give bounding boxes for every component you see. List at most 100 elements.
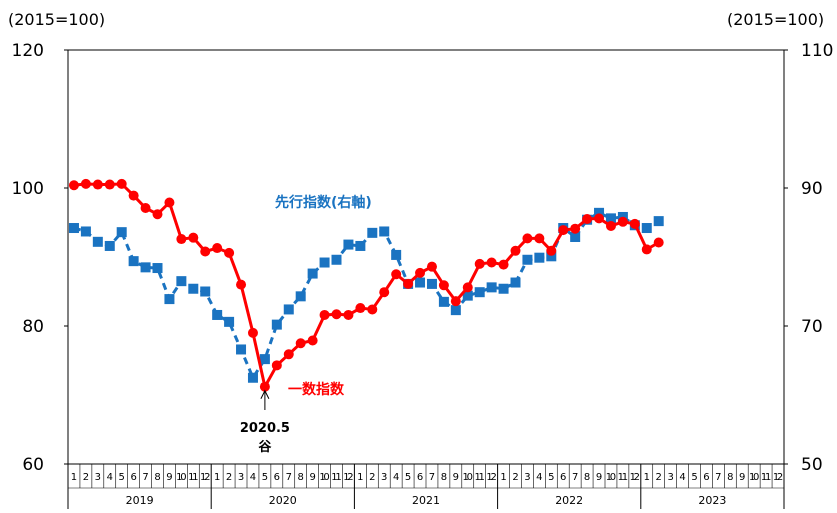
- leading-point: [92, 236, 103, 247]
- coincident-point: [558, 225, 569, 236]
- month-tick-label: 1: [357, 472, 363, 483]
- month-tick-label: 1: [500, 472, 506, 483]
- leading-point: [152, 263, 163, 274]
- coincident-point: [641, 244, 652, 255]
- coincident-series-label: 一数指数: [288, 381, 345, 398]
- month-tick-label: 12: [486, 472, 496, 483]
- coincident-point: [68, 180, 79, 191]
- coincident-point: [426, 261, 437, 272]
- leading-point: [331, 254, 342, 265]
- leading-point: [212, 309, 223, 320]
- month-tick-label: 12: [200, 472, 210, 483]
- month-tick-label: 9: [166, 472, 172, 483]
- coincident-point: [283, 349, 294, 360]
- leading-point: [247, 372, 258, 383]
- coincident-point: [498, 259, 509, 270]
- leading-point: [80, 226, 91, 237]
- right-tick-label: 90: [801, 179, 823, 199]
- month-tick-label: 10: [176, 472, 186, 483]
- coincident-point: [307, 335, 318, 346]
- coincident-point: [629, 218, 640, 229]
- leading-point: [498, 283, 509, 294]
- leading-point: [236, 344, 247, 355]
- month-tick-label: 6: [417, 472, 423, 483]
- trough-label: 谷: [258, 439, 272, 455]
- month-tick-label: 7: [142, 472, 148, 483]
- coincident-point: [224, 247, 235, 258]
- coincident-point: [462, 282, 473, 293]
- leading-point: [140, 262, 151, 273]
- leading-point: [259, 354, 270, 365]
- month-tick-label: 1: [214, 472, 220, 483]
- x-axis: 1 2 3 4 5 6 7 8 9 10 11 12 1 2 3 4 5 6 7 8 9 10 11 12 1 2 3 4 5 6 7 8 9 1…: [67, 464, 785, 509]
- leading-point: [534, 252, 545, 263]
- month-tick-label: 2: [226, 472, 232, 483]
- leading-point: [68, 223, 79, 234]
- coincident-point: [415, 267, 426, 278]
- coincident-point: [319, 309, 330, 320]
- leading-point: [188, 283, 199, 294]
- year-label: 2020: [269, 494, 297, 507]
- month-tick-label: 3: [95, 472, 101, 483]
- month-tick-label: 5: [262, 472, 268, 483]
- month-tick-label: 3: [238, 472, 244, 483]
- leading-point: [391, 249, 402, 260]
- coincident-point: [617, 216, 628, 227]
- month-tick-label: 7: [429, 472, 435, 483]
- leading-point: [438, 296, 449, 307]
- month-tick-label: 2: [656, 472, 662, 483]
- coincident-point: [271, 360, 282, 371]
- left-tick-label: 60: [22, 455, 44, 475]
- coincident-point: [367, 304, 378, 315]
- month-tick-label: 11: [761, 472, 771, 483]
- coincident-point: [534, 233, 545, 244]
- coincident-point: [80, 178, 91, 189]
- month-tick-label: 4: [679, 472, 685, 483]
- month-tick-label: 10: [606, 472, 616, 483]
- month-tick-label: 3: [524, 472, 530, 483]
- month-tick-label: 6: [703, 472, 709, 483]
- year-label: 2023: [698, 494, 726, 507]
- month-tick-label: 2: [83, 472, 89, 483]
- coincident-point: [653, 237, 664, 248]
- coincident-point: [546, 245, 557, 256]
- leading-point: [605, 213, 616, 224]
- coincident-point: [570, 223, 581, 234]
- leading-point: [450, 305, 461, 316]
- month-tick-label: 11: [331, 472, 341, 483]
- left-axis-unit-label: (2015=100): [8, 10, 105, 29]
- month-tick-label: 4: [536, 472, 542, 483]
- coincident-point: [510, 245, 521, 256]
- month-tick-label: 9: [453, 472, 459, 483]
- month-tick-label: 2: [369, 472, 375, 483]
- leading-point: [474, 287, 485, 298]
- coincident-point: [486, 257, 497, 268]
- month-tick-label: 5: [548, 472, 554, 483]
- coincident-point: [343, 309, 354, 320]
- month-tick-label: 5: [691, 472, 697, 483]
- month-tick-label: 8: [441, 472, 447, 483]
- leading-point: [355, 240, 366, 251]
- coincident-point: [379, 287, 390, 298]
- coincident-point: [355, 303, 366, 314]
- coincident-point: [605, 220, 616, 231]
- coincident-point: [188, 232, 199, 243]
- month-tick-label: 4: [107, 472, 113, 483]
- month-tick-label: 8: [727, 472, 733, 483]
- leading-point: [343, 239, 354, 250]
- month-tick-label: 5: [119, 472, 125, 483]
- month-tick-label: 9: [739, 472, 745, 483]
- month-tick-label: 9: [309, 472, 315, 483]
- leading-point: [510, 277, 521, 288]
- coincident-point: [92, 179, 103, 190]
- leading-point: [307, 268, 318, 279]
- year-label: 2022: [555, 494, 583, 507]
- month-tick-label: 11: [618, 472, 628, 483]
- coincident-point: [450, 296, 461, 307]
- month-tick-label: 3: [667, 472, 673, 483]
- coincident-point: [200, 246, 211, 257]
- leading-point: [426, 278, 437, 289]
- leading-point: [224, 316, 235, 327]
- coincident-point: [474, 258, 485, 269]
- right-axis-ticks: 50 70 90 110: [784, 41, 833, 475]
